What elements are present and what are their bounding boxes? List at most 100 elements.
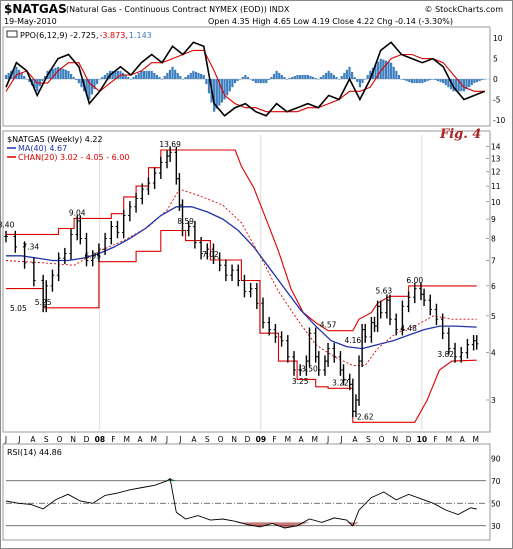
ppo-histogram-bar [283, 77, 286, 80]
ppo-histogram-bar [56, 66, 60, 80]
ppo-histogram-bar [366, 74, 369, 80]
ppo-histogram-bar [374, 64, 377, 80]
ppo-histogram-bar [15, 66, 18, 80]
symbol-description: (Natural Gas - Continuous Contract NYMEX… [66, 5, 290, 14]
ppo-histogram-bar [421, 79, 424, 84]
x-axis-label: S [44, 435, 49, 444]
rsi-legend-text: RSI(14) 44.86 [7, 448, 62, 457]
ppo-histogram-bar [179, 75, 182, 80]
ppo-histogram-bar [67, 70, 70, 80]
ppo-histogram-bar [262, 79, 265, 84]
ppo-histogram-bar [291, 77, 294, 80]
ppo-histogram-bar [142, 70, 146, 80]
ppo-histogram-bar [158, 77, 161, 80]
ppo-y-tick-label: -10 [493, 116, 505, 125]
x-axis-label: O [218, 435, 224, 444]
ppo-histogram-bar [231, 79, 234, 88]
ppo-legend-ppo: PPO(6,12,9) -2.725, [20, 31, 99, 40]
ppo-histogram-bar [387, 61, 390, 80]
price-annotation-label: 4.16 [344, 336, 361, 345]
ppo-histogram-bar [314, 78, 317, 80]
ppo-histogram-bar [345, 69, 348, 80]
x-axis-label: S [205, 435, 210, 444]
price-y-tick-label: 7 [491, 256, 496, 265]
ppo-histogram-bar [174, 69, 177, 80]
rsi-oversold-fill [247, 522, 260, 527]
ppo-histogram-bar [361, 79, 364, 84]
ppo-histogram-bar [439, 79, 442, 83]
ppo-histogram-bar [220, 79, 224, 103]
ppo-histogram-bar [41, 79, 44, 82]
ppo-histogram-bar [106, 72, 109, 80]
price-y-tick-label: 11 [491, 182, 501, 191]
ppo-histogram-bar [309, 75, 312, 80]
x-axis-label: F [433, 435, 437, 444]
ppo-histogram-bar [473, 79, 476, 84]
ppo-y-tick-label: 5 [493, 55, 498, 64]
ppo-histogram-bar [101, 77, 104, 80]
x-axis-label: A [352, 435, 358, 444]
ppo-histogram-bar [75, 79, 78, 81]
ppo-histogram-bar [171, 66, 174, 80]
ma-line [6, 206, 477, 350]
price-annotation-label: 5.25 [35, 298, 52, 307]
ppo-histogram-bar [200, 73, 203, 80]
x-axis-label: O [379, 435, 385, 444]
ppo-histogram-bar [176, 72, 179, 80]
ppo-histogram-bar [358, 79, 361, 88]
rsi-oversold-fill [284, 522, 298, 528]
ppo-histogram-bar [311, 77, 315, 80]
price-annotation-label: 13.69 [159, 140, 181, 149]
x-axis-label: 09 [256, 435, 266, 444]
price-annotation-label: 5.05 [10, 304, 27, 313]
rsi-y-tick-label: 30 [491, 522, 501, 531]
x-axis-label: J [178, 435, 181, 444]
ppo-histogram-bar [343, 72, 346, 80]
figure-label: Fig. 4 [439, 127, 481, 142]
ppo-histogram-bar [468, 79, 471, 88]
x-axis-label: S [366, 435, 371, 444]
ppo-histogram-bar [369, 70, 372, 80]
x-axis-label: N [70, 435, 76, 444]
ppo-histogram-bar [181, 79, 185, 80]
ppo-histogram-bar [189, 72, 192, 80]
ppo-histogram-bar [431, 79, 434, 80]
price-y-tick-label: 5 [491, 312, 496, 321]
rsi-panel-frame [2, 443, 491, 541]
ppo-histogram-bar [233, 79, 237, 84]
ppo-histogram-bar [465, 79, 468, 90]
ppo-histogram-bar [413, 79, 416, 84]
price-annotation-label: 7.34 [22, 243, 39, 252]
ppo-histogram-bar [272, 73, 276, 80]
rsi-line [5, 477, 477, 529]
ppo-histogram-bar [148, 70, 151, 80]
channel-upper-line [6, 149, 477, 332]
ppo-histogram-bar [296, 74, 299, 80]
ppo-histogram-bar [298, 74, 302, 80]
ppo-histogram-bar [460, 79, 463, 92]
ppo-histogram-bar [36, 79, 39, 92]
ppo-histogram-bar [197, 72, 200, 80]
price-legend-chan: CHAN(20) 3.02 - 4.05 - 6.00 [18, 153, 129, 162]
price-annotation-label: 4.57 [320, 321, 337, 330]
ppo-histogram-bar [319, 77, 322, 80]
ppo-histogram-bar [43, 75, 47, 80]
ppo-histogram-bar [449, 79, 453, 90]
ppo-legend-signal: -3.873, [100, 31, 128, 40]
rsi-oversold-fill [297, 522, 310, 526]
ppo-histogram-bar [350, 71, 354, 80]
ppo-histogram-bar [363, 79, 367, 80]
ppo-histogram-bar [457, 79, 460, 92]
x-axis-label: J [326, 435, 329, 444]
ppo-histogram-bar [317, 79, 320, 80]
price-y-tick-label: 8 [491, 234, 496, 243]
x-axis-label: J [4, 435, 7, 444]
ppo-histogram-bar [184, 77, 187, 80]
ppo-histogram-bar [434, 79, 437, 81]
ppo-histogram-bar [95, 79, 99, 85]
ppo-histogram-bar [111, 70, 114, 80]
ppo-histogram-bar [392, 66, 395, 80]
symbol-title: $NATGAS [4, 2, 67, 16]
ppo-histogram-bar [416, 79, 419, 84]
ppo-histogram-bar [207, 79, 211, 94]
